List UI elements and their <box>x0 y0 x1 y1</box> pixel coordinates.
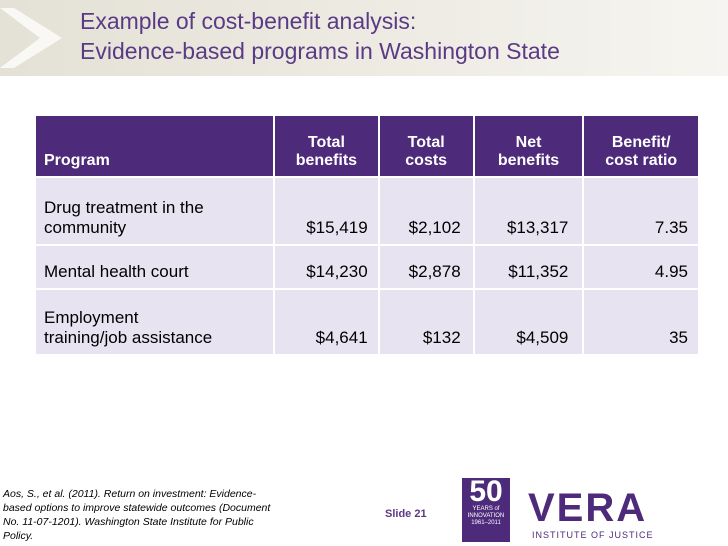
citation: Aos, S., et al. (2011). Return on invest… <box>3 488 271 542</box>
table-row: Mental health court $14,230 $2,878 $11,352 4… <box>33 244 700 290</box>
program-name: community <box>44 218 127 237</box>
value-cell: $4,509 <box>472 288 585 356</box>
value-cell: $2,102 <box>377 176 475 246</box>
value-cell: $2,878 <box>377 244 475 290</box>
column-header: Benefit/cost ratio <box>582 114 700 178</box>
logo-name: VERA <box>528 486 648 530</box>
program-name: Mental health court <box>44 262 189 281</box>
anniversary-logo: 50 YEARS of INNOVATION 1961–2011 <box>462 475 510 542</box>
table-row: Drug treatment in the community $15,419 $2,… <box>33 176 700 246</box>
header-text: cost ratio <box>605 152 678 169</box>
value-cell: $11,352 <box>472 244 585 290</box>
column-header: Total benefits <box>273 114 380 178</box>
value-cell: $132 <box>377 288 475 356</box>
title: Example of cost-benefit analysis: Eviden… <box>80 6 560 66</box>
column-header: Net benefits <box>472 114 585 178</box>
value-cell: 7.35 <box>582 176 700 246</box>
data-table: Program Total benefits Total costs Net benefit… <box>33 114 700 356</box>
value-cell: 35 <box>582 288 700 356</box>
program-name: Employment <box>44 308 139 327</box>
header-text: Benefit/ <box>611 134 671 151</box>
header-text: costs <box>405 152 448 169</box>
header-band <box>0 0 728 76</box>
anniversary-text: 1961–2011 <box>471 520 501 526</box>
logo-tagline: INSTITUTE OF JUSTICE <box>532 530 654 540</box>
chevron-shape <box>0 8 62 68</box>
header-text: benefits <box>497 152 560 169</box>
program-cell: Employment training/job assistance <box>33 288 276 356</box>
title-line: Example of cost-benefit analysis: <box>80 8 417 34</box>
header-text: Net <box>515 134 542 151</box>
chevron <box>0 8 62 68</box>
value-cell: $4,641 <box>273 288 380 356</box>
anniversary-text: INNOVATION <box>467 513 505 519</box>
column-header: Total costs <box>377 114 475 178</box>
value-cell: $14,230 <box>273 244 380 290</box>
table-head: Program Total benefits Total costs Net benefit… <box>33 114 700 178</box>
header-row: Program Total benefits Total costs Net benefit… <box>33 114 700 178</box>
header-text: benefits <box>295 152 358 169</box>
table-body: Drug treatment in the community $15,419 $2,… <box>33 176 700 356</box>
value-cell: $15,419 <box>273 176 380 246</box>
value-cell: 4.95 <box>582 244 700 290</box>
table-row: Employment training/job assistance $4,641 $… <box>33 288 700 356</box>
anniversary-number: 50 <box>469 475 503 508</box>
header-text: Program <box>44 152 110 169</box>
value-cell: $13,317 <box>472 176 585 246</box>
program-name: Drug treatment in the <box>44 198 204 217</box>
column-header: Program <box>33 114 276 178</box>
program-name: training/job assistance <box>44 328 213 347</box>
anniversary-text: YEARS of <box>472 506 500 512</box>
program-cell: Mental health court <box>33 244 276 290</box>
header-text: Total <box>407 134 445 151</box>
program-cell: Drug treatment in the community <box>33 176 276 246</box>
title-line: Evidence-based programs in Washington St… <box>80 38 560 64</box>
slide-number: Slide 21 <box>385 508 427 520</box>
header-text: Total <box>307 134 345 151</box>
